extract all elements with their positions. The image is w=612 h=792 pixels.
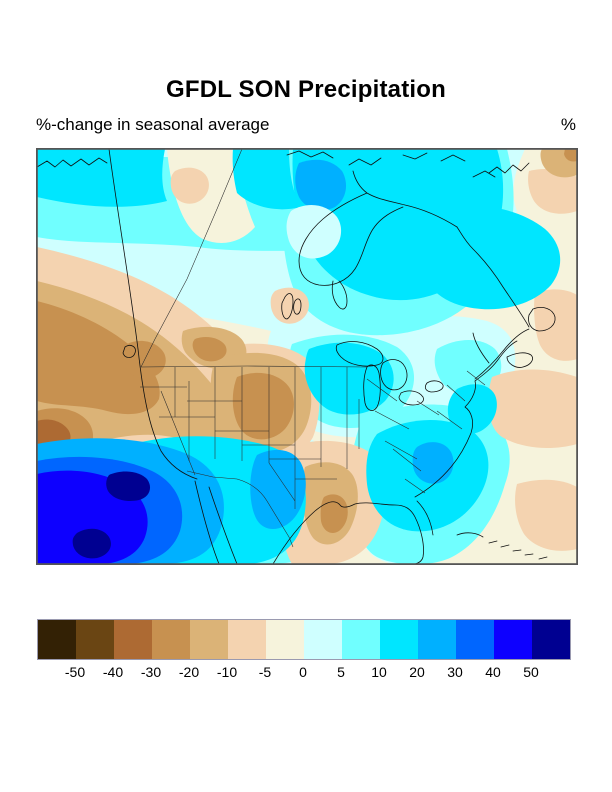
colorbar-tick-label: 20 bbox=[409, 664, 425, 680]
great-lakes bbox=[335, 341, 444, 411]
contour-region-pacific-navy-2 bbox=[72, 528, 111, 559]
colorbar-tick-label: 30 bbox=[447, 664, 463, 680]
colorbar-cell bbox=[266, 620, 304, 659]
colorbar-cell bbox=[190, 620, 228, 659]
unit-label: % bbox=[560, 115, 576, 134]
colorbar-tick-label: -40 bbox=[102, 664, 124, 680]
coast-vancouver-island bbox=[122, 345, 136, 358]
contour-region-arctic-cyan-west bbox=[37, 149, 167, 207]
lake-winnipeg bbox=[281, 293, 302, 320]
colorbar-cell bbox=[418, 620, 456, 659]
lake-ontario bbox=[424, 380, 444, 393]
contour-region-pnw-brown bbox=[37, 301, 160, 415]
contour-region-pacific-navy-1 bbox=[106, 471, 151, 501]
coast-baja-west bbox=[194, 480, 220, 564]
colorbar bbox=[37, 619, 571, 660]
colorbar-labels: -50 -40 -30 -20 -10 -5 0 5 10 20 30 40 50 bbox=[37, 664, 569, 682]
coast-caribbean bbox=[456, 532, 548, 560]
border-us-mexico bbox=[186, 470, 294, 548]
contour-region-nwhudson-skyblue bbox=[295, 159, 347, 211]
colorbar-tick-label: -20 bbox=[178, 664, 200, 680]
coast-stlawrence-river bbox=[472, 332, 490, 364]
coast-atlantic bbox=[414, 340, 518, 498]
contour-region-arctic-pink bbox=[170, 167, 209, 204]
contour-region-colorado-brown bbox=[232, 372, 294, 440]
coast-gulf bbox=[272, 501, 424, 564]
contour-region-northeast-light bbox=[434, 340, 502, 395]
borders-west-horizontal bbox=[140, 386, 337, 480]
contour-region-topright-brown bbox=[564, 149, 577, 162]
contour-region-atlantic-peach-2 bbox=[515, 479, 577, 551]
colorbar-cell bbox=[152, 620, 190, 659]
colorbar-cell bbox=[380, 620, 418, 659]
contour-region-arctic-cyan-mid bbox=[232, 149, 301, 210]
colorbar-cell bbox=[456, 620, 494, 659]
contour-region-midwest-cyan bbox=[304, 342, 394, 415]
contour-region-carolina-skyblue bbox=[412, 442, 454, 484]
borders-east bbox=[358, 370, 486, 494]
colorbar-tick-label: -30 bbox=[140, 664, 162, 680]
colorbar-tick-label: -10 bbox=[216, 664, 238, 680]
colorbar-tick-label: -50 bbox=[64, 664, 86, 680]
colorbar-tick-label: 5 bbox=[337, 664, 345, 680]
contour-map-svg bbox=[37, 149, 577, 564]
border-bc-alberta bbox=[140, 149, 243, 368]
contour-region-hudsonbay-pale-core bbox=[286, 205, 342, 259]
coast-hudson-bay bbox=[298, 170, 458, 286]
figure-subtitle-row: %-change in seasonal average % bbox=[36, 115, 576, 137]
contour-region-atlantic-peach-1 bbox=[488, 369, 577, 449]
coast-baja-east bbox=[208, 486, 238, 564]
lake-superior bbox=[335, 341, 384, 367]
map-border bbox=[37, 149, 577, 564]
borders-texas bbox=[268, 462, 296, 509]
contour-region-quebec-cyan bbox=[416, 205, 561, 310]
colorbar-tick-label: 0 bbox=[299, 664, 307, 680]
colorbar-cell bbox=[114, 620, 152, 659]
coast-stlawrence bbox=[474, 328, 530, 380]
colorbar-tick-label: 10 bbox=[371, 664, 387, 680]
colorbar-cell bbox=[532, 620, 570, 659]
colorbar-cell bbox=[228, 620, 266, 659]
coast-arctic-islands bbox=[286, 150, 496, 178]
coast-florida-east bbox=[416, 500, 434, 536]
contour-region-louisiana-brown bbox=[320, 494, 348, 533]
coast-labrador bbox=[456, 226, 530, 328]
coast-greenland bbox=[488, 162, 530, 174]
contour-fills bbox=[37, 149, 577, 564]
contour-map bbox=[36, 148, 578, 565]
colorbar-tick-label: -5 bbox=[258, 664, 272, 680]
contour-region-wacoast-brown bbox=[122, 340, 166, 379]
lake-erie bbox=[398, 390, 424, 406]
borders-west-vertical bbox=[174, 367, 348, 469]
contour-region-rightedge-peach-mid bbox=[534, 289, 577, 361]
border-ca-nv bbox=[160, 390, 196, 476]
colorbar-cell bbox=[304, 620, 342, 659]
colorbar-cell bbox=[494, 620, 532, 659]
colorbar-tick-label: 50 bbox=[523, 664, 539, 680]
contour-region-newmexico-skyblue bbox=[250, 449, 306, 530]
contour-region-montana-brown bbox=[192, 337, 227, 362]
border-us-canada bbox=[140, 365, 368, 368]
coast-newfoundland bbox=[528, 307, 556, 332]
coastline bbox=[37, 149, 556, 564]
contour-region-rightedge-peach-top bbox=[528, 169, 577, 214]
coast-pacific bbox=[108, 149, 198, 480]
coast-novascotia bbox=[506, 352, 533, 368]
coast-james-bay bbox=[331, 280, 348, 310]
lake-huron bbox=[380, 359, 408, 391]
colorbar-cell bbox=[342, 620, 380, 659]
lake-michigan bbox=[363, 364, 381, 411]
colorbar-tick-label: 40 bbox=[485, 664, 501, 680]
figure-title: GFDL SON Precipitation bbox=[166, 76, 446, 103]
colorbar-cell bbox=[38, 620, 76, 659]
contour-region-winnipeg-pink bbox=[270, 287, 309, 324]
state-borders bbox=[140, 149, 486, 548]
figure-subtitle: %-change in seasonal average bbox=[36, 115, 270, 134]
colorbar-cell bbox=[76, 620, 114, 659]
coast-arctic-west bbox=[37, 157, 108, 168]
